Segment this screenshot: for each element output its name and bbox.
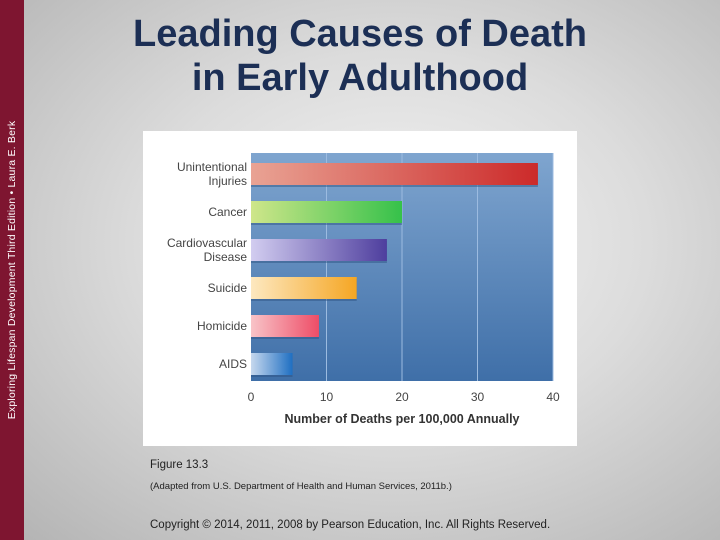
x-axis-label: Number of Deaths per 100,000 Annually — [284, 412, 519, 426]
bar — [251, 315, 319, 337]
category-label-line: Homicide — [197, 319, 247, 333]
x-tick-label: 10 — [320, 390, 334, 404]
category-label: Unintentional Injuries — [177, 160, 247, 188]
x-tick-label: 20 — [395, 390, 409, 404]
x-tick-label: 40 — [546, 390, 560, 404]
bar — [251, 353, 293, 375]
bar — [251, 239, 387, 261]
category-label-line: Suicide — [208, 281, 248, 295]
bar — [251, 201, 402, 223]
slide-title: Leading Causes of Death in Early Adultho… — [90, 12, 630, 100]
category-label-line: Cardiovascular — [167, 236, 247, 250]
figure-label: Figure 13.3 — [150, 459, 209, 471]
bar-chart: 0 10 20 30 40 Unintentional Injuries Cancer Card… — [167, 153, 560, 426]
sidebar-band: Exploring Lifespan Development Third Edi… — [0, 0, 24, 540]
x-tick-label: 0 — [248, 390, 255, 404]
slide-title-line2: in Early Adulthood — [191, 57, 529, 99]
category-label: Cancer — [208, 205, 247, 219]
copyright-notice: Copyright © 2014, 2011, 2008 by Pearson … — [150, 519, 551, 531]
category-label: Suicide — [208, 281, 248, 295]
category-label: AIDS — [219, 357, 247, 371]
category-label-line: Injuries — [208, 174, 247, 188]
bar — [251, 163, 538, 185]
category-label: Homicide — [197, 319, 247, 333]
source-note: (Adapted from U.S. Department of Health … — [150, 481, 452, 492]
bar — [251, 277, 357, 299]
category-label: Cardiovascular Disease — [167, 236, 247, 264]
sidebar-caption: Exploring Lifespan Development Third Edi… — [6, 120, 18, 420]
category-label-line: Unintentional — [177, 160, 247, 174]
slide-title-line1: Leading Causes of Death — [133, 13, 587, 55]
category-label-line: Disease — [204, 250, 248, 264]
category-label-line: Cancer — [208, 205, 247, 219]
category-label-line: AIDS — [219, 357, 247, 371]
x-tick-label: 30 — [471, 390, 485, 404]
chart-container: 0 10 20 30 40 Unintentional Injuries Cancer Card… — [143, 131, 577, 446]
